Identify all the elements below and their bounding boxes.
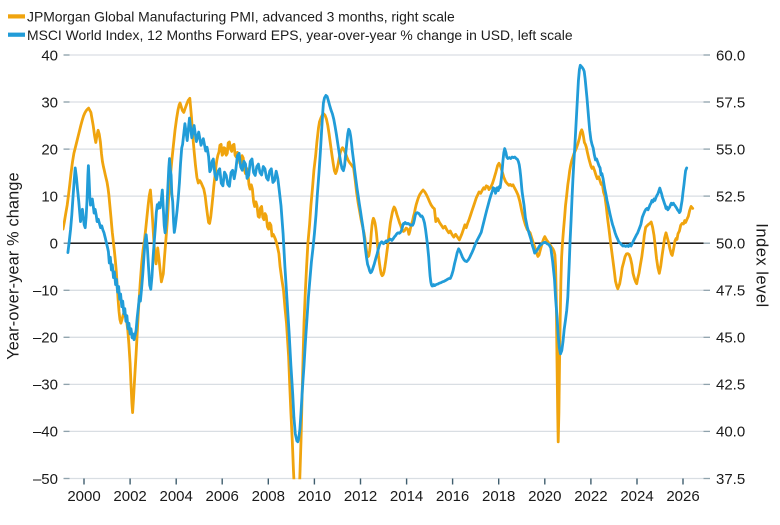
svg-text:–30: –30 [33,377,58,394]
svg-text:0: 0 [50,236,58,253]
svg-text:47.5: 47.5 [716,283,745,300]
svg-text:60.0: 60.0 [716,47,745,64]
svg-text:2000: 2000 [67,488,100,505]
svg-text:–50: –50 [33,471,58,488]
svg-text:40: 40 [41,47,58,64]
svg-text:55.0: 55.0 [716,141,745,158]
svg-text:MSCI World Index, 12 Months Fo: MSCI World Index, 12 Months Forward EPS,… [27,27,573,43]
svg-text:2008: 2008 [252,488,285,505]
svg-text:40.0: 40.0 [716,424,745,441]
svg-text:2018: 2018 [482,488,515,505]
svg-text:2020: 2020 [528,488,561,505]
svg-text:2004: 2004 [160,488,193,505]
svg-text:Year-over-year % change: Year-over-year % change [5,172,23,360]
svg-text:10: 10 [41,188,58,205]
svg-text:57.5: 57.5 [716,94,745,111]
svg-text:42.5: 42.5 [716,377,745,394]
svg-text:–10: –10 [33,283,58,300]
svg-text:2026: 2026 [666,488,699,505]
svg-text:20: 20 [41,141,58,158]
svg-text:45.0: 45.0 [716,330,745,347]
svg-text:2014: 2014 [390,488,423,505]
svg-text:2022: 2022 [574,488,607,505]
svg-text:JPMorgan Global Manufacturing: JPMorgan Global Manufacturing PMI, advan… [27,9,455,25]
svg-text:52.5: 52.5 [716,188,745,205]
svg-text:37.5: 37.5 [716,471,745,488]
svg-text:2024: 2024 [620,488,653,505]
svg-text:50.0: 50.0 [716,236,745,253]
svg-text:2012: 2012 [344,488,377,505]
svg-text:–40: –40 [33,424,58,441]
svg-text:30: 30 [41,94,58,111]
svg-text:2002: 2002 [113,488,146,505]
svg-text:2006: 2006 [206,488,239,505]
svg-text:2010: 2010 [298,488,331,505]
svg-text:2016: 2016 [436,488,469,505]
svg-text:–20: –20 [33,330,58,347]
svg-text:Index level: Index level [753,223,771,307]
